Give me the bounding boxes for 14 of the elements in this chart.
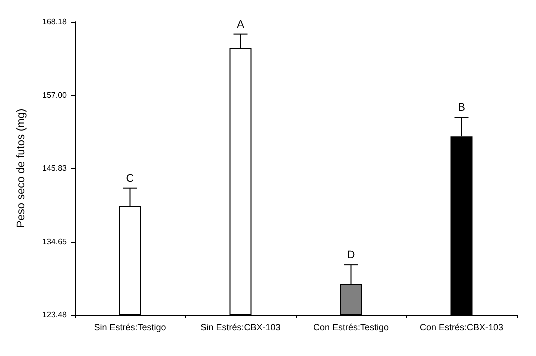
annotation: C xyxy=(126,172,134,185)
x-tick-label: Sin Estrés:CBX-103 xyxy=(200,322,281,332)
x-tick-label: Sin Estrés:Testigo xyxy=(94,322,166,332)
annotation: B xyxy=(458,102,466,114)
annotation: A xyxy=(237,18,246,31)
y-tick-label: 123.48 xyxy=(42,310,68,320)
y-tick-label: 145.83 xyxy=(42,164,68,173)
x-tick-label: Con Estrés:Testigo xyxy=(313,322,390,332)
y-tick-label: 134.65 xyxy=(42,237,68,246)
y-axis-title: Peso seco de futos (mg) xyxy=(16,108,28,228)
y-tick-label: 157.00 xyxy=(42,90,68,100)
x-tick-label: Con Estrés:CBX-103 xyxy=(420,322,504,332)
annotation: D xyxy=(347,250,356,262)
y-tick-label: 168.18 xyxy=(42,18,68,26)
